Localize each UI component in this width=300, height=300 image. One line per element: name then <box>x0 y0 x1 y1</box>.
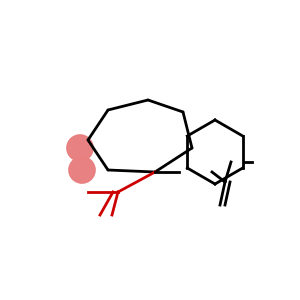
Circle shape <box>69 157 95 183</box>
Circle shape <box>67 135 93 161</box>
Circle shape <box>67 135 93 161</box>
Circle shape <box>69 157 95 183</box>
